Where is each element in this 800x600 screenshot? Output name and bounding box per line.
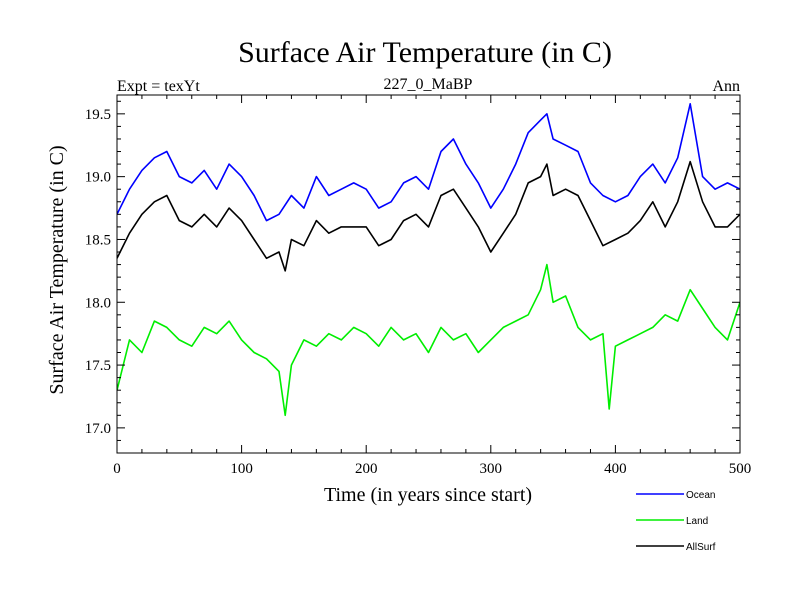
- y-tick-label: 19.5: [85, 107, 111, 123]
- series-line-land: [117, 263, 740, 417]
- y-tick-label: 18.5: [85, 232, 111, 248]
- legend-label-land: Land: [686, 516, 708, 527]
- chart-subtitle-right: Ann: [712, 78, 740, 95]
- x-axis-label: Time (in years since start): [324, 484, 532, 506]
- x-tick-label: 0: [113, 461, 121, 477]
- x-tick-label: 500: [729, 461, 752, 477]
- y-axis-label: Surface Air Temperature (in C): [46, 145, 68, 394]
- plot-frame: [116, 94, 741, 454]
- chart-title: Surface Air Temperature (in C): [238, 36, 612, 69]
- x-tick-label: 300: [480, 461, 503, 477]
- x-tick-label: 400: [604, 461, 627, 477]
- x-tick-label: 200: [355, 461, 378, 477]
- legend-label-ocean: Ocean: [686, 490, 715, 501]
- y-tick-label: 17.0: [85, 421, 111, 437]
- series-line-allsurf: [117, 160, 740, 272]
- y-tick-label: 19.0: [85, 170, 111, 186]
- chart-subtitle-left: Expt = texYt: [117, 78, 200, 95]
- series-line-ocean: [117, 103, 740, 222]
- chart-subtitle-center: 227_0_MaBP: [384, 76, 473, 93]
- x-tick-label: 100: [230, 461, 253, 477]
- y-tick-label: 18.0: [85, 295, 111, 311]
- y-tick-label: 17.5: [85, 358, 111, 374]
- legend-label-allsurf: AllSurf: [686, 542, 716, 553]
